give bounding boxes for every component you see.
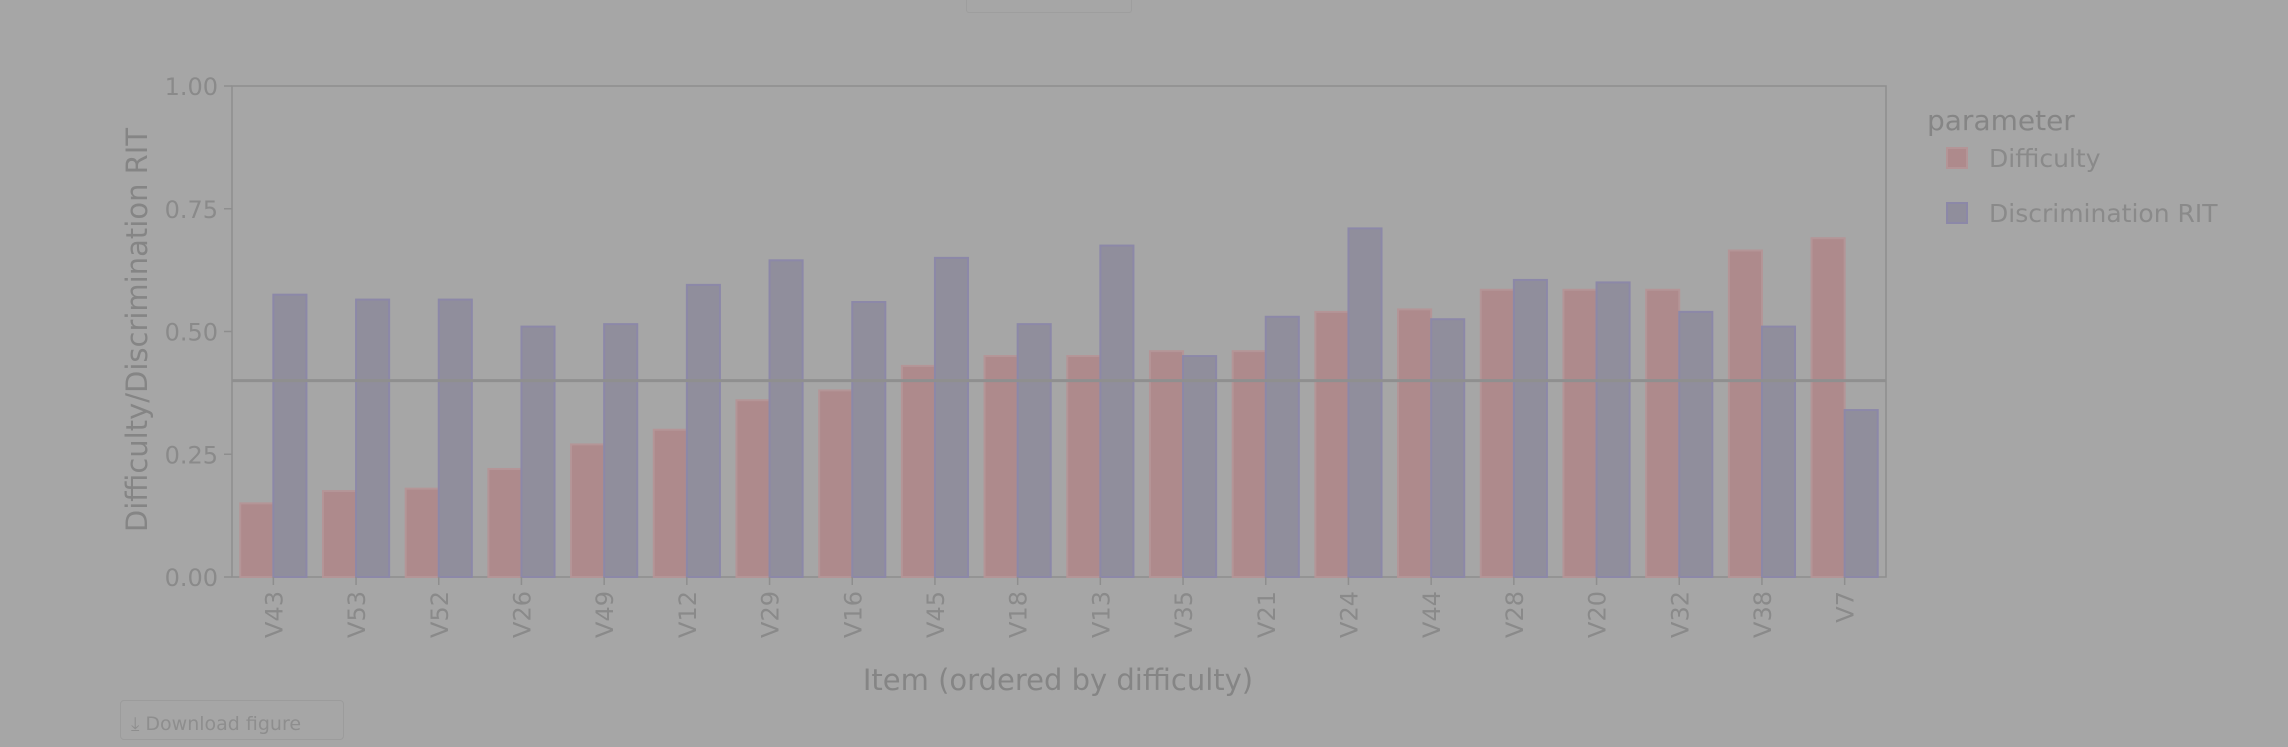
bar-difficulty-v24: [1314, 310, 1350, 578]
legend-title: parameter: [1927, 104, 2075, 137]
x-tick-label: V20: [1584, 591, 1612, 638]
y-axis-label: Difficulty/Discrimination RIT: [120, 128, 154, 532]
bar-discrimination-rit-v16: [851, 301, 887, 578]
x-tick-label: V38: [1749, 591, 1777, 638]
top-tab[interactable]: [966, 0, 1132, 13]
x-tick-label: V53: [343, 591, 371, 638]
bar-difficulty-v45: [900, 364, 936, 578]
plot-area: [231, 85, 1887, 578]
bar-difficulty-v32: [1645, 288, 1681, 578]
x-tick-label: V52: [426, 591, 454, 638]
bar-discrimination-rit-v43: [272, 293, 308, 578]
bar-difficulty-v38: [1727, 249, 1763, 579]
bar-discrimination-rit-v26: [520, 325, 556, 578]
x-tick-label: V35: [1170, 591, 1198, 638]
x-tick-label: V26: [508, 591, 536, 638]
bar-difficulty-v44: [1397, 308, 1433, 578]
y-tick-label: 0.00: [165, 564, 218, 592]
bar-difficulty-v49: [570, 443, 606, 578]
chart: 0.00 0.25 0.50 0.75 1.00 V43 V53 V52 V26 V49 V12 V2…: [120, 73, 2218, 697]
bar-discrimination-rit-v28: [1512, 278, 1548, 578]
download-label: Download figure: [145, 713, 302, 735]
x-tick-label: V43: [260, 591, 288, 638]
x-tick-label: V49: [591, 591, 619, 638]
x-tick-label: V12: [674, 591, 702, 638]
x-tick-label: V45: [922, 591, 950, 638]
bar-difficulty-v12: [652, 428, 688, 579]
x-tick-label: V29: [757, 591, 785, 638]
legend-swatch: [1946, 147, 1968, 169]
x-tick-label: V28: [1501, 591, 1529, 638]
bar-discrimination-rit-v52: [437, 298, 473, 578]
bar-difficulty-v52: [404, 487, 440, 578]
x-tick-label: V7: [1832, 591, 1860, 623]
bar-discrimination-rit-v12: [685, 283, 721, 578]
bar-discrimination-rit-v49: [603, 323, 639, 579]
legend-label: Difficulty: [1989, 144, 2101, 173]
bar-difficulty-v16: [818, 389, 854, 579]
legend-swatch: [1946, 202, 1968, 224]
legend-label: Discrimination RIT: [1989, 199, 2218, 228]
bar-discrimination-rit-v53: [355, 298, 391, 578]
bar-difficulty-v28: [1479, 288, 1515, 578]
y-tick-label: 0.75: [165, 196, 218, 224]
x-tick-label: V13: [1087, 591, 1115, 638]
x-axis-label: Item (ordered by difficulty): [863, 663, 1253, 697]
bar-difficulty-v18: [983, 355, 1019, 578]
bar-discrimination-rit-v18: [1016, 323, 1052, 579]
bar-discrimination-rit-v44: [1430, 318, 1466, 578]
download-icon: ⤓: [131, 713, 140, 735]
bar-difficulty-v29: [735, 399, 771, 578]
x-tick-label: V18: [1005, 591, 1033, 638]
x-tick-label: V24: [1335, 591, 1363, 638]
bar-difficulty-v43: [239, 502, 275, 579]
x-tick-label: V16: [839, 591, 867, 638]
bar-discrimination-rit-v24: [1347, 227, 1383, 578]
bar-discrimination-rit-v13: [1099, 244, 1135, 578]
bar-difficulty-v21: [1231, 350, 1267, 579]
x-tick-label: V32: [1666, 591, 1694, 638]
y-tick-label: 0.25: [165, 441, 218, 469]
bar-discrimination-rit-v20: [1595, 281, 1631, 578]
download-figure-button[interactable]: ⤓ Download figure: [120, 700, 344, 740]
x-tick-label: V21: [1253, 591, 1281, 638]
bar-discrimination-rit-v38: [1760, 325, 1797, 578]
bar-discrimination-rit-v35: [1182, 355, 1218, 578]
bar-difficulty-v53: [321, 490, 358, 579]
bar-discrimination-rit-v7: [1843, 409, 1879, 578]
bar-discrimination-rit-v32: [1678, 310, 1714, 578]
bar-difficulty-v35: [1148, 350, 1185, 579]
bar-discrimination-rit-v21: [1264, 315, 1300, 578]
bar-difficulty-v13: [1066, 355, 1102, 578]
bar-discrimination-rit-v45: [933, 256, 970, 578]
bar-difficulty-v26: [487, 467, 523, 579]
bar-difficulty-v7: [1810, 237, 1846, 579]
x-tick-label: V44: [1418, 591, 1446, 638]
bar-discrimination-rit-v29: [768, 259, 804, 578]
y-tick-label: 1.00: [165, 73, 218, 101]
bar-difficulty-v20: [1562, 288, 1598, 578]
y-tick-label: 0.50: [165, 319, 218, 347]
